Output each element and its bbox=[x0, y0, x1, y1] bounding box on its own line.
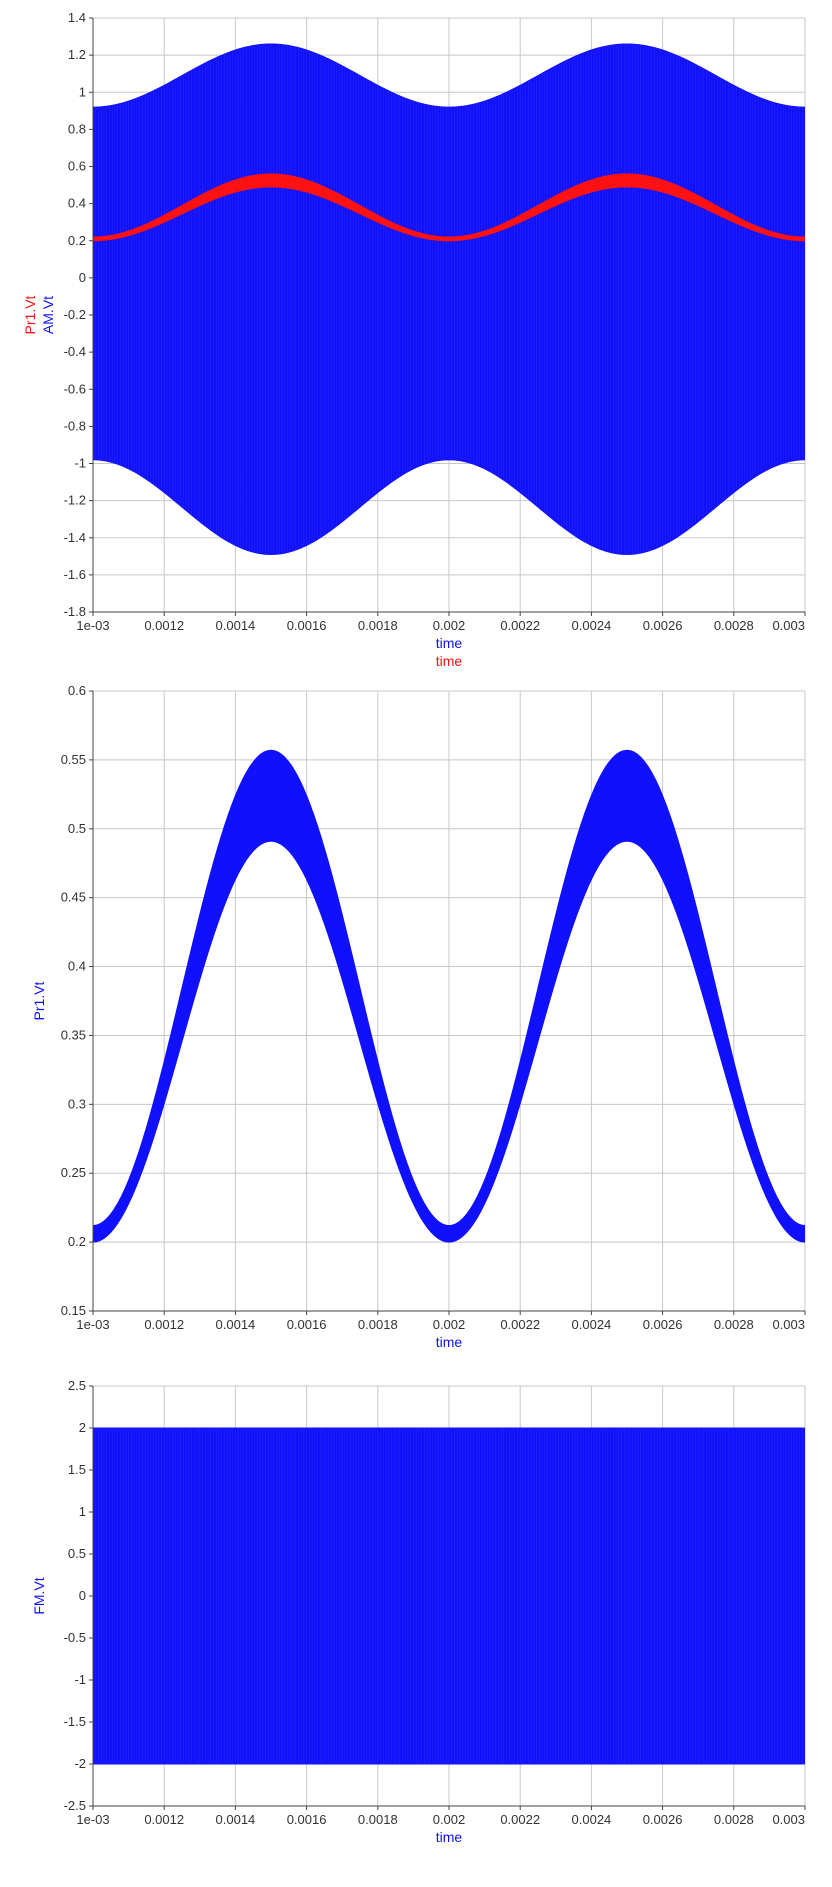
x-tick-label: 0.0026 bbox=[643, 1317, 683, 1332]
x-tick-label: 1e-03 bbox=[76, 618, 109, 633]
x-tick-label: 0.002 bbox=[433, 618, 466, 633]
y-tick-label: 0.4 bbox=[68, 959, 86, 974]
x-tick-label: 0.0024 bbox=[572, 1812, 612, 1827]
x-tick-label: 0.003 bbox=[772, 1812, 805, 1827]
y-tick-label: 0.25 bbox=[61, 1165, 86, 1180]
x-tick-label: 0.0016 bbox=[287, 1317, 327, 1332]
y-tick-label: -1.5 bbox=[64, 1714, 86, 1729]
y-tick-label: -1.8 bbox=[64, 604, 86, 619]
y-tick-label: -0.8 bbox=[64, 418, 86, 433]
y-tick-label: 0.5 bbox=[68, 1546, 86, 1561]
x-tick-label: 0.003 bbox=[772, 1317, 805, 1332]
x-tick-label: 0.0018 bbox=[358, 1317, 398, 1332]
x-tick-label: 0.0016 bbox=[287, 1812, 327, 1827]
x-tick-label: 0.002 bbox=[433, 1317, 466, 1332]
y-tick-label: -1.4 bbox=[64, 530, 86, 545]
x-tick-label: 0.0012 bbox=[144, 1812, 184, 1827]
y-tick-label: -2 bbox=[74, 1756, 86, 1771]
chart-panel-3: -2.5 -2 -1.5 -1 -0.5 0 0.5 1 1.5 2 2.5 1e-03 0.0012 0… bbox=[31, 1378, 806, 1845]
y-axis-label: AM.Vt bbox=[40, 296, 56, 334]
x-tick-label: 0.0026 bbox=[643, 1812, 683, 1827]
series-layer bbox=[93, 1427, 805, 1765]
series-carrier-texture bbox=[93, 43, 805, 555]
series-carrier-texture bbox=[93, 1428, 805, 1764]
x-tick-label: 0.0018 bbox=[358, 618, 398, 633]
x-axis-label: time bbox=[436, 1829, 463, 1845]
x-tick-label: 0.0028 bbox=[714, 618, 754, 633]
y-tick-label: 0 bbox=[79, 270, 86, 285]
y-tick-label: 0.6 bbox=[68, 683, 86, 698]
y-tick-label: 1.4 bbox=[68, 10, 86, 25]
y-tick-label: 0.3 bbox=[68, 1096, 86, 1111]
y-axis-label: FM.Vt bbox=[31, 1577, 47, 1614]
series-layer bbox=[93, 749, 805, 1243]
x-tick-label: 1e-03 bbox=[76, 1812, 109, 1827]
x-tick-label: 0.0022 bbox=[500, 1812, 540, 1827]
y-tick-label: 1 bbox=[79, 84, 86, 99]
y-tick-label: 0.2 bbox=[68, 1234, 86, 1249]
x-tick-label: 0.002 bbox=[433, 1812, 466, 1827]
y-tick-label: 0.5 bbox=[68, 821, 86, 836]
y-tick-label: 0.55 bbox=[61, 752, 86, 767]
series-layer bbox=[93, 43, 805, 555]
y-tick-label: -0.6 bbox=[64, 381, 86, 396]
y-tick-label: -1.2 bbox=[64, 493, 86, 508]
y-tick-label: 1.5 bbox=[68, 1462, 86, 1477]
y-tick-label: -0.4 bbox=[64, 344, 86, 359]
y-tick-label: 0.2 bbox=[68, 233, 86, 248]
x-tick-label: 0.0022 bbox=[500, 618, 540, 633]
y-tick-label: -2.5 bbox=[64, 1798, 86, 1813]
y-tick-label: 0.6 bbox=[68, 159, 86, 174]
y-tick-label: -1.6 bbox=[64, 567, 86, 582]
x-axis-label: time bbox=[436, 653, 463, 669]
x-axis-label: time bbox=[436, 1334, 463, 1350]
y-tick-label: -0.5 bbox=[64, 1630, 86, 1645]
y-tick-label: 1 bbox=[79, 1504, 86, 1519]
y-tick-label: 0.4 bbox=[68, 196, 86, 211]
x-tick-label: 0.003 bbox=[772, 618, 805, 633]
x-tick-label: 0.0024 bbox=[572, 618, 612, 633]
y-tick-label: 0 bbox=[79, 1588, 86, 1603]
y-tick-label: -0.2 bbox=[64, 307, 86, 322]
chart-panel-2: 0.15 0.2 0.25 0.3 0.35 0.4 0.45 0.5 0.55 0.6 1e-03… bbox=[31, 683, 806, 1350]
x-tick-label: 0.0018 bbox=[358, 1812, 398, 1827]
y-tick-label: -1 bbox=[74, 456, 86, 471]
x-tick-label: 0.0014 bbox=[216, 1317, 256, 1332]
y-tick-label: 2 bbox=[79, 1420, 86, 1435]
series-pr1-vt-band bbox=[93, 173, 805, 242]
x-tick-label: 0.0024 bbox=[572, 1317, 612, 1332]
x-tick-label: 0.0012 bbox=[144, 618, 184, 633]
y-axis-label: Pr1.Vt bbox=[22, 295, 38, 334]
x-axis-label: time bbox=[436, 635, 463, 651]
x-tick-label: 0.0028 bbox=[714, 1812, 754, 1827]
y-tick-label: 2.5 bbox=[68, 1378, 86, 1393]
x-tick-label: 0.0026 bbox=[643, 618, 683, 633]
x-tick-label: 0.0014 bbox=[216, 618, 256, 633]
x-tick-label: 0.0012 bbox=[144, 1317, 184, 1332]
series-pr1-vt-band bbox=[93, 749, 805, 1243]
y-tick-label: 0.35 bbox=[61, 1027, 86, 1042]
y-tick-label: 0.15 bbox=[61, 1303, 86, 1318]
y-tick-label: 0.8 bbox=[68, 121, 86, 136]
y-tick-label: -1 bbox=[74, 1672, 86, 1687]
chart-panel-1: -1.8 -1.6 -1.4 -1.2 -1 -0.8 -0.6 -0.4 -0.2 0 0.2 0.… bbox=[22, 10, 806, 669]
y-tick-label: 1.2 bbox=[68, 47, 86, 62]
x-tick-label: 0.0016 bbox=[287, 618, 327, 633]
x-tick-label: 0.0028 bbox=[714, 1317, 754, 1332]
x-tick-label: 0.0014 bbox=[216, 1812, 256, 1827]
y-axis-label: Pr1.Vt bbox=[31, 981, 47, 1020]
x-tick-label: 1e-03 bbox=[76, 1317, 109, 1332]
x-tick-label: 0.0022 bbox=[500, 1317, 540, 1332]
y-tick-label: 0.45 bbox=[61, 890, 86, 905]
